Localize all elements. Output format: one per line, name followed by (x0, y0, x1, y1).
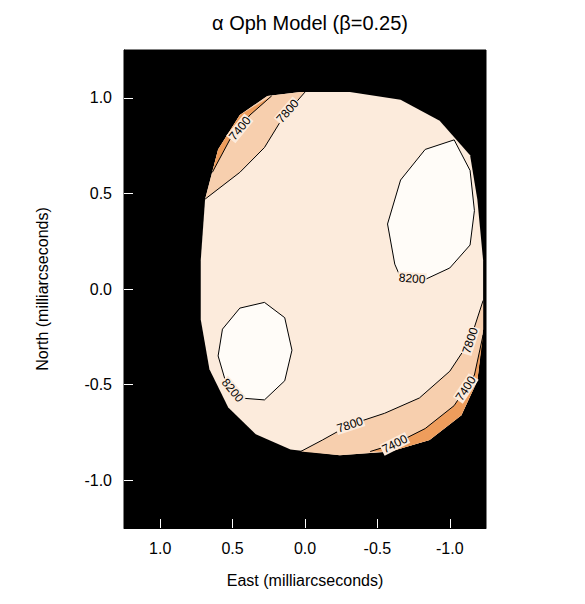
svg-text:8200: 8200 (398, 270, 426, 286)
svg-text:-1.0: -1.0 (436, 540, 464, 557)
svg-text:East (milliarcseconds): East (milliarcseconds) (227, 572, 383, 589)
svg-text:7800: 7800 (335, 414, 365, 436)
svg-text:7400: 7400 (380, 431, 410, 456)
svg-text:-1.0: -1.0 (84, 472, 112, 489)
svg-text:7400: 7400 (226, 113, 254, 143)
svg-text:7800: 7800 (274, 96, 302, 126)
svg-text:7800: 7800 (459, 325, 481, 355)
svg-text:-0.5: -0.5 (84, 376, 112, 393)
svg-text:0.5: 0.5 (221, 540, 243, 557)
svg-text:North (milliarcseconds): North (milliarcseconds) (34, 207, 51, 371)
svg-text:-0.5: -0.5 (364, 540, 392, 557)
svg-text:0.5: 0.5 (90, 185, 112, 202)
svg-text:0.0: 0.0 (90, 281, 112, 298)
svg-text:8200: 8200 (219, 376, 247, 406)
svg-text:7400: 7400 (453, 373, 480, 403)
svg-text:1.0: 1.0 (90, 89, 112, 106)
svg-text:0.0: 0.0 (294, 540, 316, 557)
svg-text:1.0: 1.0 (149, 540, 171, 557)
svg-text:α Oph Model (β=0.25): α Oph Model (β=0.25) (212, 12, 408, 34)
